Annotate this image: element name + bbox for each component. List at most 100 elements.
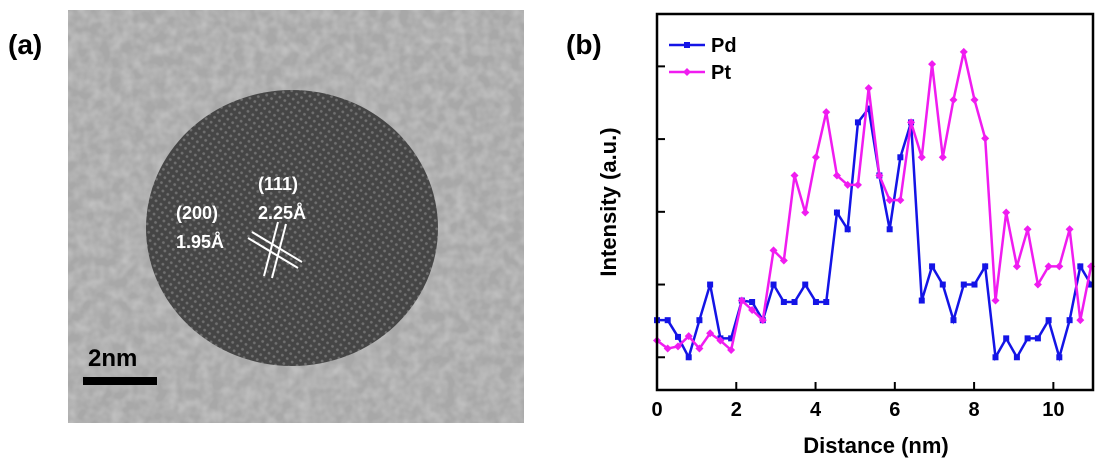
annotation: 1.95Å [176, 232, 224, 252]
data-point [959, 47, 968, 56]
data-point [929, 263, 936, 270]
panel-label: (b) [566, 29, 602, 60]
data-point [981, 134, 990, 143]
data-point [950, 317, 957, 324]
data-point [684, 332, 693, 341]
data-point [992, 354, 999, 361]
data-point [664, 317, 671, 324]
data-point [737, 296, 746, 305]
data-point [1024, 335, 1031, 342]
data-point [770, 281, 777, 288]
data-point [1088, 281, 1095, 288]
data-point [960, 281, 967, 288]
y-axis-title: Intensity (a.u.) [596, 127, 621, 276]
data-point [695, 344, 704, 353]
data-point [1012, 262, 1021, 271]
data-point [1013, 354, 1020, 361]
data-point [865, 105, 872, 112]
legend-marker [683, 68, 691, 76]
data-point [706, 329, 715, 338]
data-point [1065, 225, 1074, 234]
data-point [843, 180, 852, 189]
data-point [1066, 317, 1073, 324]
data-point [801, 208, 810, 217]
data-point [875, 171, 884, 180]
data-point [1023, 225, 1032, 234]
lattice-marks [247, 221, 303, 279]
panel-label: (a) [8, 29, 42, 60]
data-point [1034, 335, 1041, 342]
x-tick-label: 6 [889, 399, 900, 421]
data-point [1002, 208, 1011, 217]
data-point [685, 354, 692, 361]
plot-frame [655, 12, 1095, 392]
data-point [1045, 317, 1052, 324]
annotation: (200) [176, 203, 218, 223]
data-point [939, 281, 946, 288]
data-point [812, 299, 819, 305]
data-point [918, 297, 925, 304]
x-axis-title: Distance (nm) [803, 433, 948, 458]
data-point [780, 299, 787, 305]
data-point [897, 154, 904, 161]
data-point [907, 118, 916, 127]
x-tick-label: 4 [810, 399, 822, 421]
data-point [833, 209, 840, 216]
legend-label: Pt [711, 62, 731, 84]
x-tick-label: 8 [969, 399, 980, 421]
legend-label: Pd [711, 35, 737, 57]
data-point [663, 344, 672, 353]
nanoparticle [146, 90, 438, 366]
data-point [854, 119, 861, 126]
data-point [749, 299, 756, 305]
series-line [656, 51, 1093, 353]
data-point [823, 299, 830, 305]
data-point [811, 153, 820, 162]
data-point [696, 317, 703, 324]
data-point [917, 153, 926, 162]
data-point [779, 256, 788, 265]
data-point [1076, 316, 1085, 325]
data-point [791, 299, 798, 305]
scale-bar [83, 377, 157, 385]
data-point [982, 263, 989, 270]
data-point [674, 342, 683, 351]
data-point [790, 171, 799, 180]
x-tick-label: 0 [651, 399, 662, 421]
data-point [928, 60, 937, 69]
data-point [970, 95, 979, 104]
data-point [748, 306, 757, 314]
data-point [675, 333, 682, 340]
scale-label: 2nm [88, 345, 137, 372]
legend-marker [684, 42, 690, 48]
annotation: 2.25Å [258, 203, 306, 223]
data-point [822, 108, 831, 117]
data-point [1044, 262, 1053, 271]
data-point [707, 281, 714, 288]
x-tick-label: 2 [731, 399, 742, 421]
data-point [1056, 354, 1063, 361]
data-point [853, 180, 862, 189]
data-point [716, 336, 725, 345]
plot: 0 2 4 6 8 10 Pd Pt [651, 12, 1096, 421]
data-point [1003, 335, 1010, 342]
data-point [727, 346, 736, 354]
data-point [896, 196, 905, 205]
data-point [1077, 263, 1084, 270]
data-point [991, 296, 1000, 305]
data-point [864, 84, 873, 93]
data-point [1033, 280, 1042, 289]
data-point [728, 335, 735, 342]
data-point [769, 246, 778, 255]
data-point [758, 316, 767, 325]
data-point [938, 153, 947, 162]
data-point [802, 281, 809, 288]
x-tick-label: 10 [1042, 399, 1064, 421]
data-point [949, 95, 958, 104]
data-point [1055, 262, 1064, 271]
data-point [844, 226, 851, 233]
data-point [885, 196, 894, 205]
annotation: (111) [258, 174, 298, 194]
